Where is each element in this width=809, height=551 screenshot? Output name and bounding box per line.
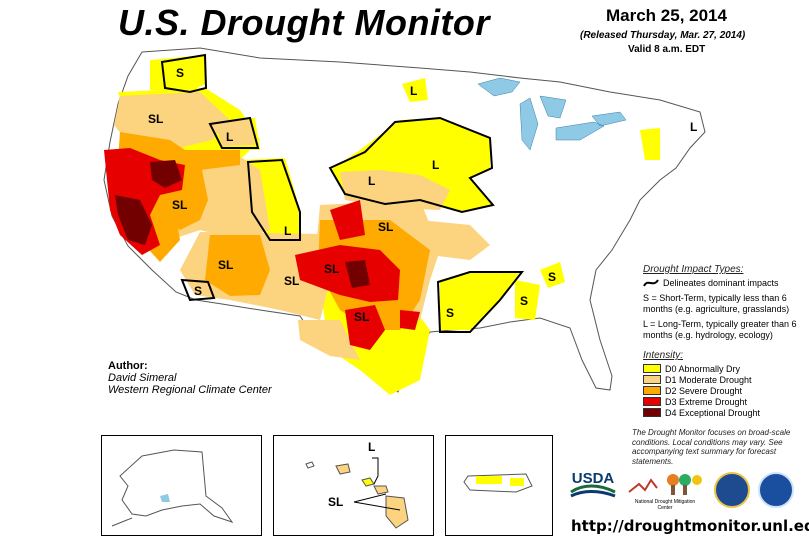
label-ga-s: S: [520, 294, 529, 308]
long-term-desc: L = Long-Term, typically greater than 6 …: [643, 319, 797, 340]
label-al-s: S: [548, 270, 557, 284]
legend-item-d4: D4 Exceptional Drought: [643, 407, 803, 418]
label-or-sl: SL: [148, 112, 164, 126]
label-hi-l: L: [368, 440, 376, 454]
impact-boundaries: [160, 53, 525, 333]
author-heading: Author:: [108, 360, 148, 372]
ndmc-logo-text: National Drought Mitigation Center: [634, 499, 696, 511]
label-hi-sl: SL: [328, 495, 344, 509]
legend-label-d2: D2 Severe Drought: [665, 385, 743, 396]
legend-label-d4: D4 Exceptional Drought: [665, 407, 761, 418]
map-date: March 25, 2014: [606, 6, 727, 25]
legend-item-d1: D1 Moderate Drought: [643, 374, 803, 385]
label-ia-l: L: [432, 158, 440, 172]
disclaimer-note: The Drought Monitor focuses on broad-sca…: [632, 428, 791, 466]
short-term-desc: S = Short-Term, typically less than 6 mo…: [643, 293, 790, 314]
label-pnw-s: S: [176, 66, 185, 80]
label-wy-l: L: [284, 224, 292, 238]
label-ne-sl: SL: [378, 220, 394, 234]
label-tx-sl: SL: [354, 310, 370, 324]
label-id-l: L: [226, 130, 234, 144]
label-ca-sl: SL: [172, 198, 188, 212]
alaska-map: [111, 449, 234, 527]
drought-d4-areas: [115, 160, 370, 288]
hawaii-inset: L SL: [273, 435, 434, 536]
great-lakes: [477, 77, 627, 151]
legend-label-d0: D0 Abnormally Dry: [665, 363, 741, 374]
website-url[interactable]: http://droughtmonitor.unl.edu/: [571, 517, 809, 535]
legend-item-d3: D3 Extreme Drought: [643, 396, 803, 407]
hawaii-map: [305, 457, 409, 529]
puerto-rico-map: [463, 473, 533, 493]
noaa-logo-icon: [758, 472, 794, 508]
swatch-d4: [643, 408, 661, 417]
alaska-inset: [101, 435, 262, 536]
intensity-legend: Intensity: D0 Abnormally Dry D1 Moderate…: [643, 350, 803, 418]
label-ne-l: L: [368, 174, 376, 188]
impact-legend-heading: Drought Impact Types:: [643, 264, 744, 275]
author-name: David Simeral: [108, 372, 177, 384]
delineates-label: Delineates dominant impacts: [663, 278, 779, 288]
impact-legend: Drought Impact Types: Delineates dominan…: [643, 264, 803, 341]
swatch-d0: [643, 364, 661, 373]
usda-logo: USDA: [569, 470, 617, 500]
commerce-seal-icon: [714, 472, 750, 508]
label-az-s: S: [194, 284, 203, 298]
label-me-l: L: [690, 120, 698, 134]
usda-logo-graphic: [570, 484, 616, 498]
label-ok-sl: SL: [324, 262, 340, 276]
author-block: Author: David Simeral Western Regional C…: [108, 360, 272, 396]
map-title: U.S. Drought Monitor: [118, 2, 490, 43]
boundary-line-icon: [643, 279, 659, 287]
legend-item-d2: D2 Severe Drought: [643, 385, 803, 396]
label-ar-s: S: [446, 306, 455, 320]
label-nm-sl: SL: [284, 274, 300, 288]
puerto-rico-inset: [445, 435, 553, 536]
intensity-heading: Intensity:: [643, 350, 684, 361]
release-date: (Released Thursday, Mar. 27, 2014): [580, 30, 746, 41]
legend-item-d0: D0 Abnormally Dry: [643, 363, 803, 374]
usda-logo-text: USDA: [571, 470, 615, 487]
ndmc-logo: National Drought Mitigation Center: [627, 468, 703, 511]
legend-label-d1: D1 Moderate Drought: [665, 374, 752, 385]
label-sw-sl: SL: [218, 258, 234, 272]
legend-label-d3: D3 Extreme Drought: [665, 396, 748, 407]
delineates-row: Delineates dominant impacts: [643, 278, 803, 289]
swatch-d1: [643, 375, 661, 384]
author-org: Western Regional Climate Center: [108, 384, 272, 396]
swatch-d3: [643, 397, 661, 406]
label-mn-l: L: [410, 84, 418, 98]
ndmc-logo-graphic: [628, 474, 702, 495]
valid-time: Valid 8 a.m. EDT: [628, 44, 706, 55]
swatch-d2: [643, 386, 661, 395]
